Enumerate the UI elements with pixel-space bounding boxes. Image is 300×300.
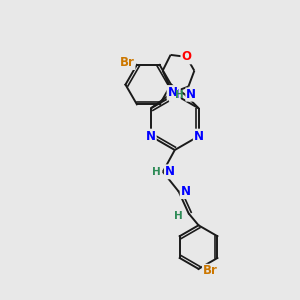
Text: H: H xyxy=(175,89,184,100)
Text: H: H xyxy=(152,167,161,177)
Text: N: N xyxy=(194,130,204,142)
Text: N: N xyxy=(186,88,196,101)
Text: N: N xyxy=(167,86,178,99)
Text: N: N xyxy=(165,165,175,178)
Text: H: H xyxy=(174,212,183,221)
Text: Br: Br xyxy=(202,264,217,278)
Text: N: N xyxy=(146,130,156,142)
Text: Br: Br xyxy=(120,56,135,69)
Text: N: N xyxy=(181,185,191,198)
Text: N: N xyxy=(170,88,180,101)
Text: O: O xyxy=(182,50,191,63)
